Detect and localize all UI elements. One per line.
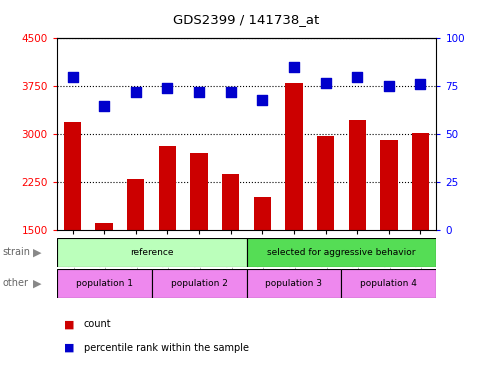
Text: ■: ■ — [64, 343, 74, 353]
Bar — [96, 223, 113, 230]
Text: ▶: ▶ — [33, 278, 41, 288]
Bar — [341, 269, 436, 298]
Bar — [159, 146, 176, 230]
Point — [69, 74, 76, 80]
Text: ■: ■ — [64, 319, 74, 329]
Bar — [380, 139, 397, 230]
Point — [100, 103, 108, 109]
Text: other: other — [2, 278, 29, 288]
Bar — [246, 269, 341, 298]
Point — [353, 74, 361, 80]
Point — [227, 89, 235, 95]
Point — [132, 89, 140, 95]
Bar — [57, 238, 246, 267]
Point — [290, 64, 298, 70]
Text: selected for aggressive behavior: selected for aggressive behavior — [267, 248, 416, 257]
Bar — [317, 136, 334, 230]
Bar — [412, 133, 429, 230]
Bar — [57, 269, 152, 298]
Bar — [285, 83, 303, 230]
Bar — [152, 269, 246, 298]
Point — [164, 85, 172, 91]
Text: population 4: population 4 — [360, 279, 417, 288]
Text: reference: reference — [130, 248, 174, 257]
Text: ▶: ▶ — [33, 247, 41, 258]
Bar — [222, 174, 240, 230]
Bar — [253, 197, 271, 230]
Bar — [246, 238, 436, 267]
Point — [258, 97, 266, 103]
Point — [385, 83, 393, 89]
Point — [417, 81, 424, 88]
Text: percentile rank within the sample: percentile rank within the sample — [84, 343, 249, 353]
Text: strain: strain — [2, 247, 31, 258]
Bar — [190, 153, 208, 230]
Text: population 3: population 3 — [265, 279, 322, 288]
Text: population 2: population 2 — [171, 279, 227, 288]
Point — [321, 79, 329, 86]
Bar — [64, 122, 81, 230]
Bar — [127, 179, 144, 230]
Text: count: count — [84, 319, 111, 329]
Bar — [349, 120, 366, 230]
Point — [195, 89, 203, 95]
Text: population 1: population 1 — [75, 279, 133, 288]
Text: GDS2399 / 141738_at: GDS2399 / 141738_at — [174, 13, 319, 26]
